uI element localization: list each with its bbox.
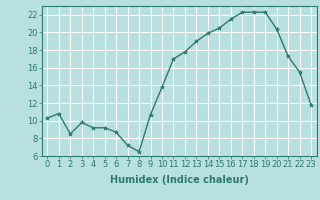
X-axis label: Humidex (Indice chaleur): Humidex (Indice chaleur) (110, 175, 249, 185)
